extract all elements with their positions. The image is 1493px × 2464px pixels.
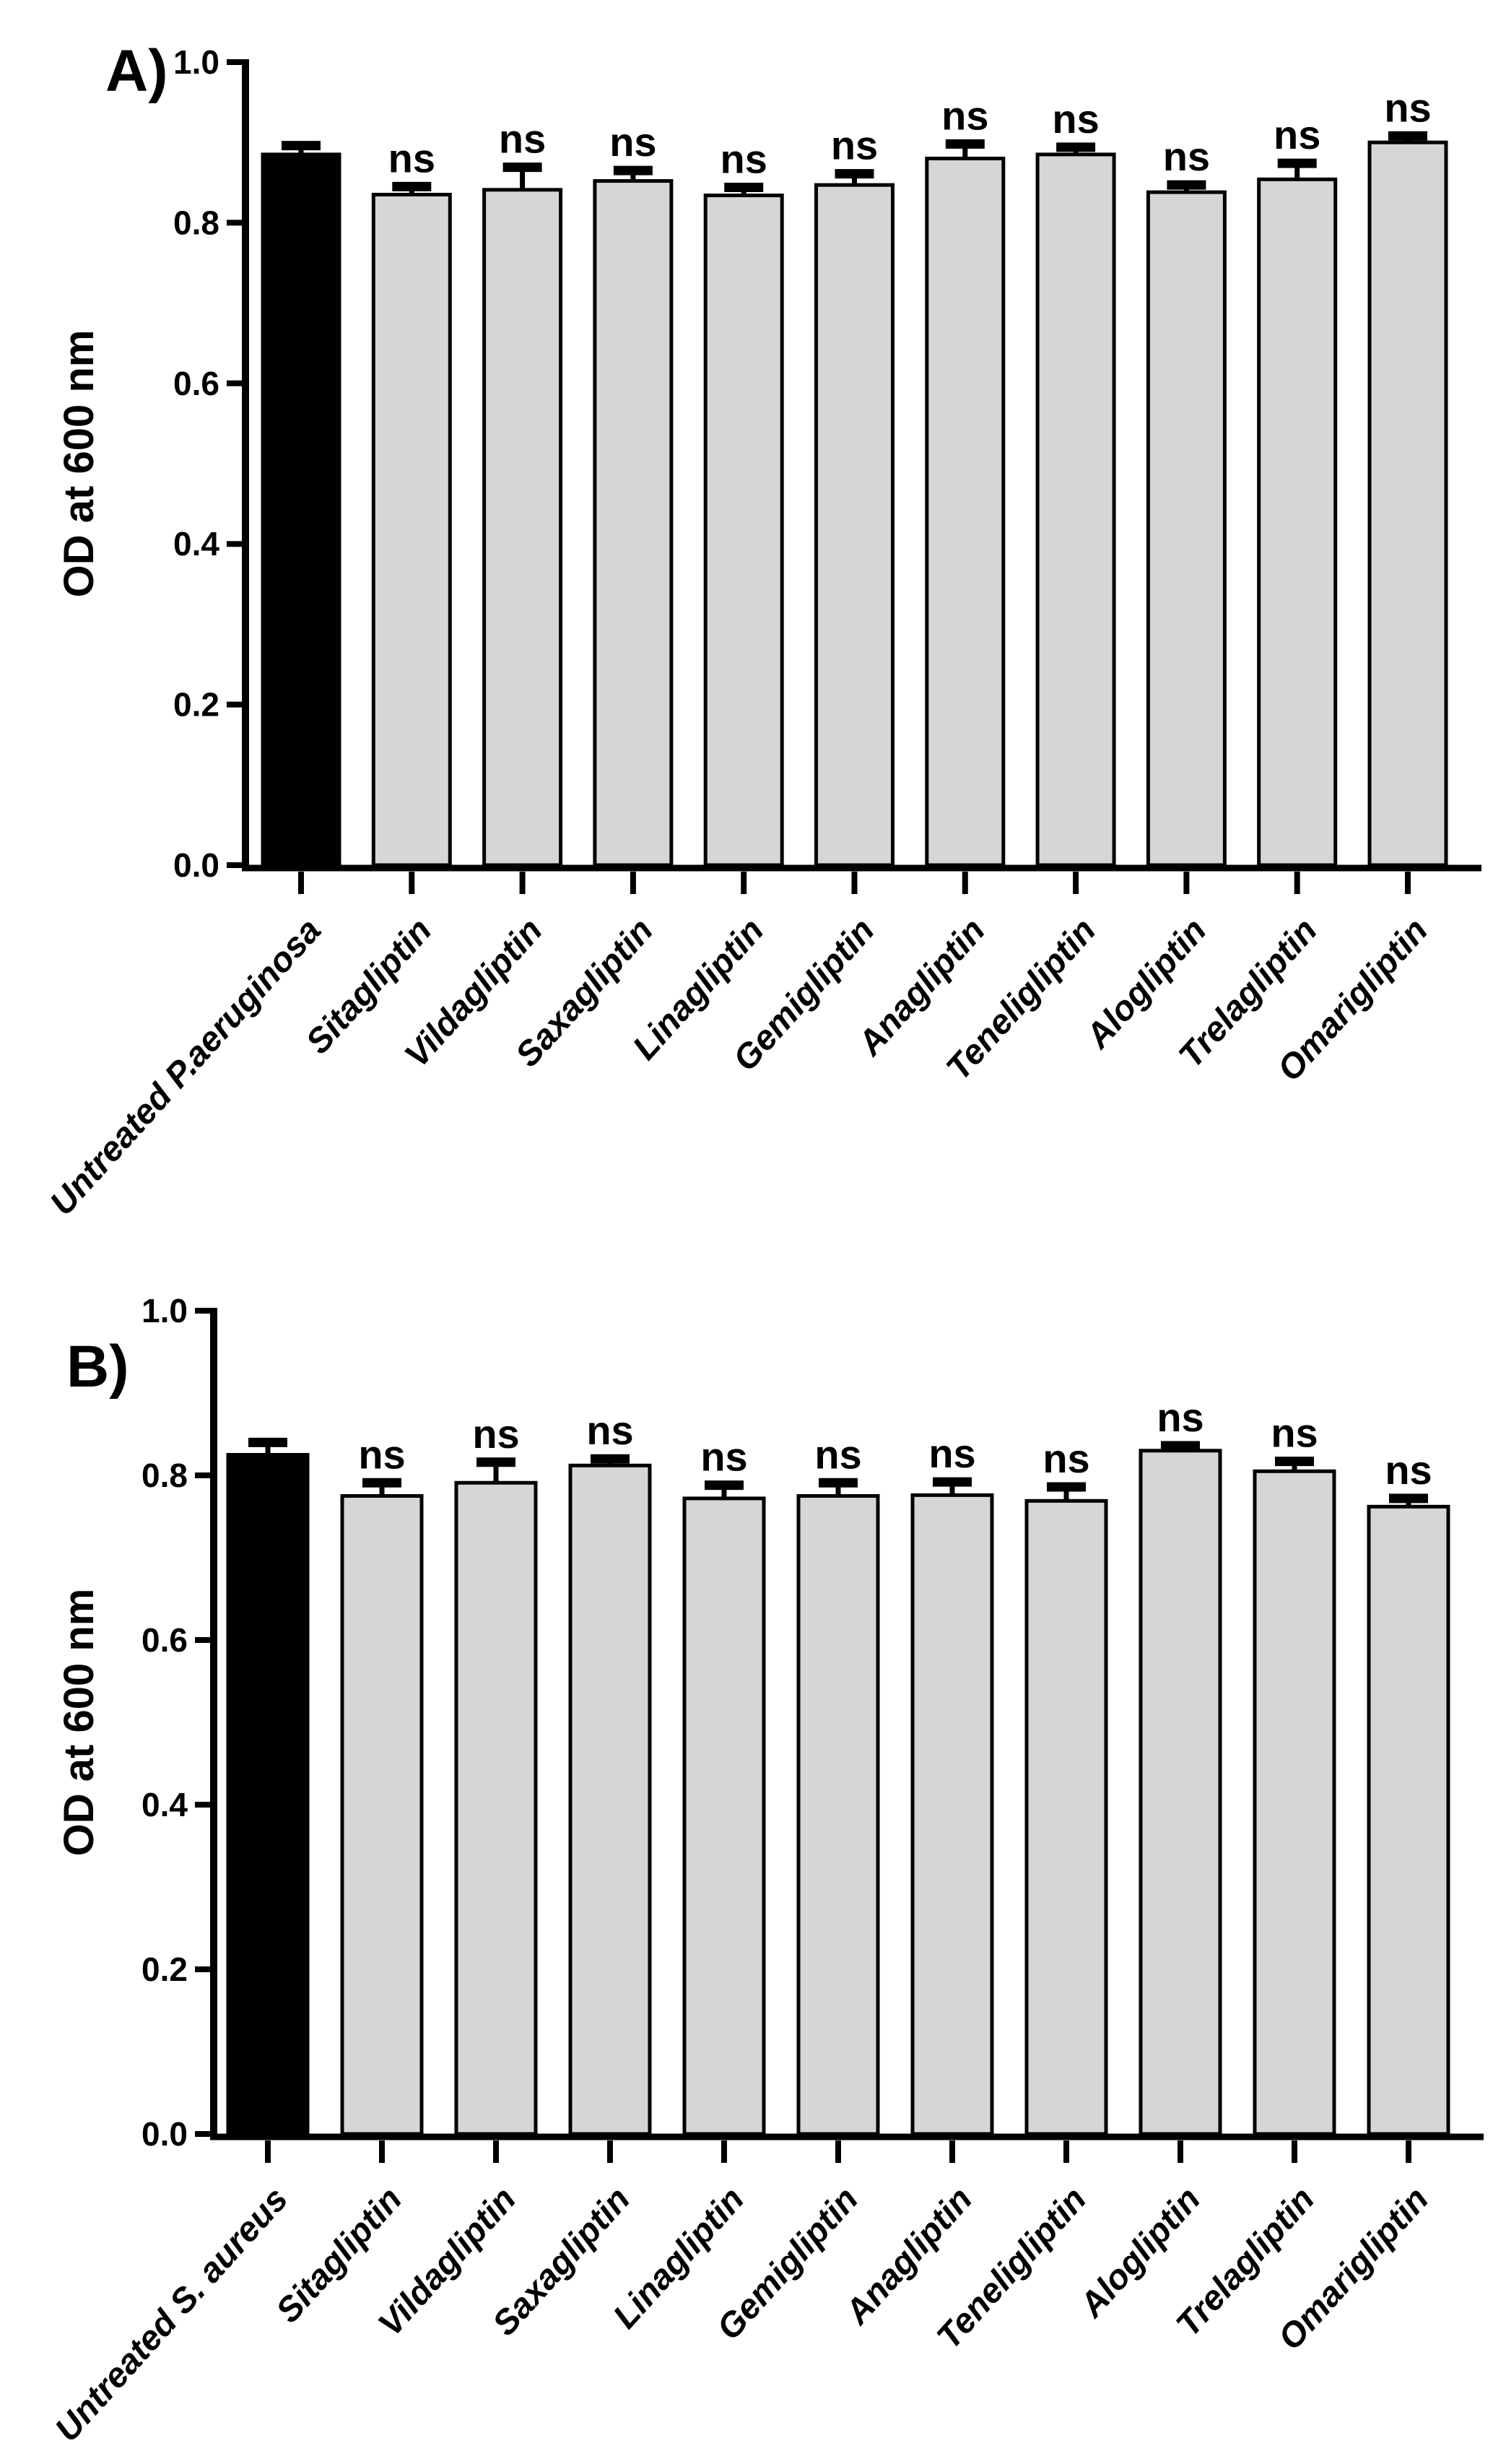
y-tick-label-0.6: 0.6 <box>142 1621 188 1659</box>
bar-untreated-s-aureus <box>226 1453 310 2136</box>
ns-annotation-teneligliptin: ns <box>1052 96 1099 142</box>
error-bar-trelagliptin <box>1277 158 1317 178</box>
bar-untreated-p-aeruginosa <box>261 152 341 867</box>
error-bar-gemigliptin <box>819 1478 858 1495</box>
error-bar-anagliptin <box>945 139 985 157</box>
bar-anagliptin <box>910 1493 994 2136</box>
error-bar-vildagliptin <box>502 162 542 188</box>
ns-annotation-saxagliptin: ns <box>586 1407 633 1453</box>
bar-linagliptin <box>703 194 784 867</box>
bar-alogliptin <box>1146 190 1227 867</box>
error-bar-linagliptin <box>705 1480 744 1497</box>
error-bar-trelagliptin <box>1275 1457 1314 1470</box>
bar-trelagliptin <box>1253 1469 1336 2136</box>
category-label-untreated-p-aeruginosa: Untreated P.aeruginosa <box>43 911 328 1223</box>
y-tick-label-0.8: 0.8 <box>173 204 219 241</box>
ns-annotation-linagliptin: ns <box>700 1434 747 1480</box>
ns-annotation-alogliptin: ns <box>1163 134 1210 179</box>
error-bar-omarigliptin <box>1388 131 1427 142</box>
error-bar-sitagliptin <box>392 181 432 194</box>
y-tick-label-0.0: 0.0 <box>142 2115 188 2153</box>
error-bar-untreated-s-aureus <box>248 1437 287 1454</box>
bar-linagliptin <box>682 1496 766 2136</box>
error-bar-gemigliptin <box>835 169 874 184</box>
y-tick-label-0.0: 0.0 <box>173 846 219 884</box>
ns-annotation-gemigliptin: ns <box>831 123 878 168</box>
ns-annotation-linagliptin: ns <box>721 136 767 181</box>
y-tick-label-1.0: 1.0 <box>173 43 219 81</box>
category-label-untreated-s-aureus: Untreated S. aureus <box>48 2180 295 2449</box>
bar-alogliptin <box>1139 1449 1222 2136</box>
error-bar-saxagliptin <box>613 165 653 180</box>
error-bar-alogliptin <box>1167 180 1206 191</box>
bar-vildagliptin <box>454 1480 538 2136</box>
bar-saxagliptin <box>593 179 674 867</box>
ns-annotation-anagliptin: ns <box>941 92 988 138</box>
bar-teneligliptin <box>1024 1498 1108 2136</box>
ns-annotation-sitagliptin: ns <box>388 135 435 181</box>
ns-annotation-alogliptin: ns <box>1157 1394 1203 1440</box>
ns-annotation-trelagliptin: ns <box>1274 112 1320 157</box>
ns-annotation-vildagliptin: ns <box>472 1411 519 1457</box>
ns-annotation-sitagliptin: ns <box>358 1431 405 1477</box>
error-bar-vildagliptin <box>476 1457 515 1482</box>
y-tick-label-0.4: 0.4 <box>142 1786 188 1823</box>
ns-annotation-anagliptin: ns <box>928 1431 975 1476</box>
bar-vildagliptin <box>482 188 563 867</box>
chart-a: Untreated P.aeruginosansSitagliptinnsVil… <box>43 43 1481 1223</box>
ns-annotation-omarigliptin: ns <box>1384 84 1431 130</box>
y-tick-label-0.6: 0.6 <box>173 365 219 402</box>
y-tick-label-0.2: 0.2 <box>173 686 219 724</box>
bar-omarigliptin <box>1367 140 1448 867</box>
error-bar-sitagliptin <box>362 1478 401 1495</box>
error-bar-untreated-p-aeruginosa <box>282 141 321 153</box>
ns-annotation-saxagliptin: ns <box>609 119 656 165</box>
ns-annotation-gemigliptin: ns <box>814 1431 861 1477</box>
ns-annotation-teneligliptin: ns <box>1043 1436 1089 1481</box>
y-tick-label-1.0: 1.0 <box>142 1292 188 1329</box>
error-bar-anagliptin <box>933 1477 972 1494</box>
bar-teneligliptin <box>1035 152 1116 867</box>
ns-annotation-trelagliptin: ns <box>1271 1410 1318 1456</box>
bar-anagliptin <box>925 156 1006 867</box>
bar-sitagliptin <box>371 192 452 867</box>
chart-b: Untreated S. aureusnsSitagliptinnsVildag… <box>48 1292 1484 2449</box>
y-tick-label-0.8: 0.8 <box>142 1457 188 1494</box>
bar-gemigliptin <box>814 183 895 867</box>
bar-sitagliptin <box>340 1494 424 2136</box>
ns-annotation-omarigliptin: ns <box>1385 1447 1432 1493</box>
ns-annotation-vildagliptin: ns <box>499 116 546 162</box>
y-tick-label-0.4: 0.4 <box>173 525 219 563</box>
error-bar-linagliptin <box>724 182 764 194</box>
error-bar-teneligliptin <box>1047 1482 1086 1500</box>
bar-gemigliptin <box>796 1494 880 2136</box>
bar-trelagliptin <box>1257 177 1338 867</box>
panel-label-b: B) <box>66 1334 129 1400</box>
error-bar-teneligliptin <box>1056 142 1096 153</box>
bar-omarigliptin <box>1367 1504 1450 2136</box>
error-bar-alogliptin <box>1161 1441 1200 1451</box>
panel-label-a: A) <box>105 38 168 104</box>
error-bar-omarigliptin <box>1389 1493 1428 1506</box>
y-tick-label-0.2: 0.2 <box>142 1951 188 1988</box>
bar-saxagliptin <box>568 1463 652 2136</box>
error-bar-saxagliptin <box>591 1454 630 1465</box>
